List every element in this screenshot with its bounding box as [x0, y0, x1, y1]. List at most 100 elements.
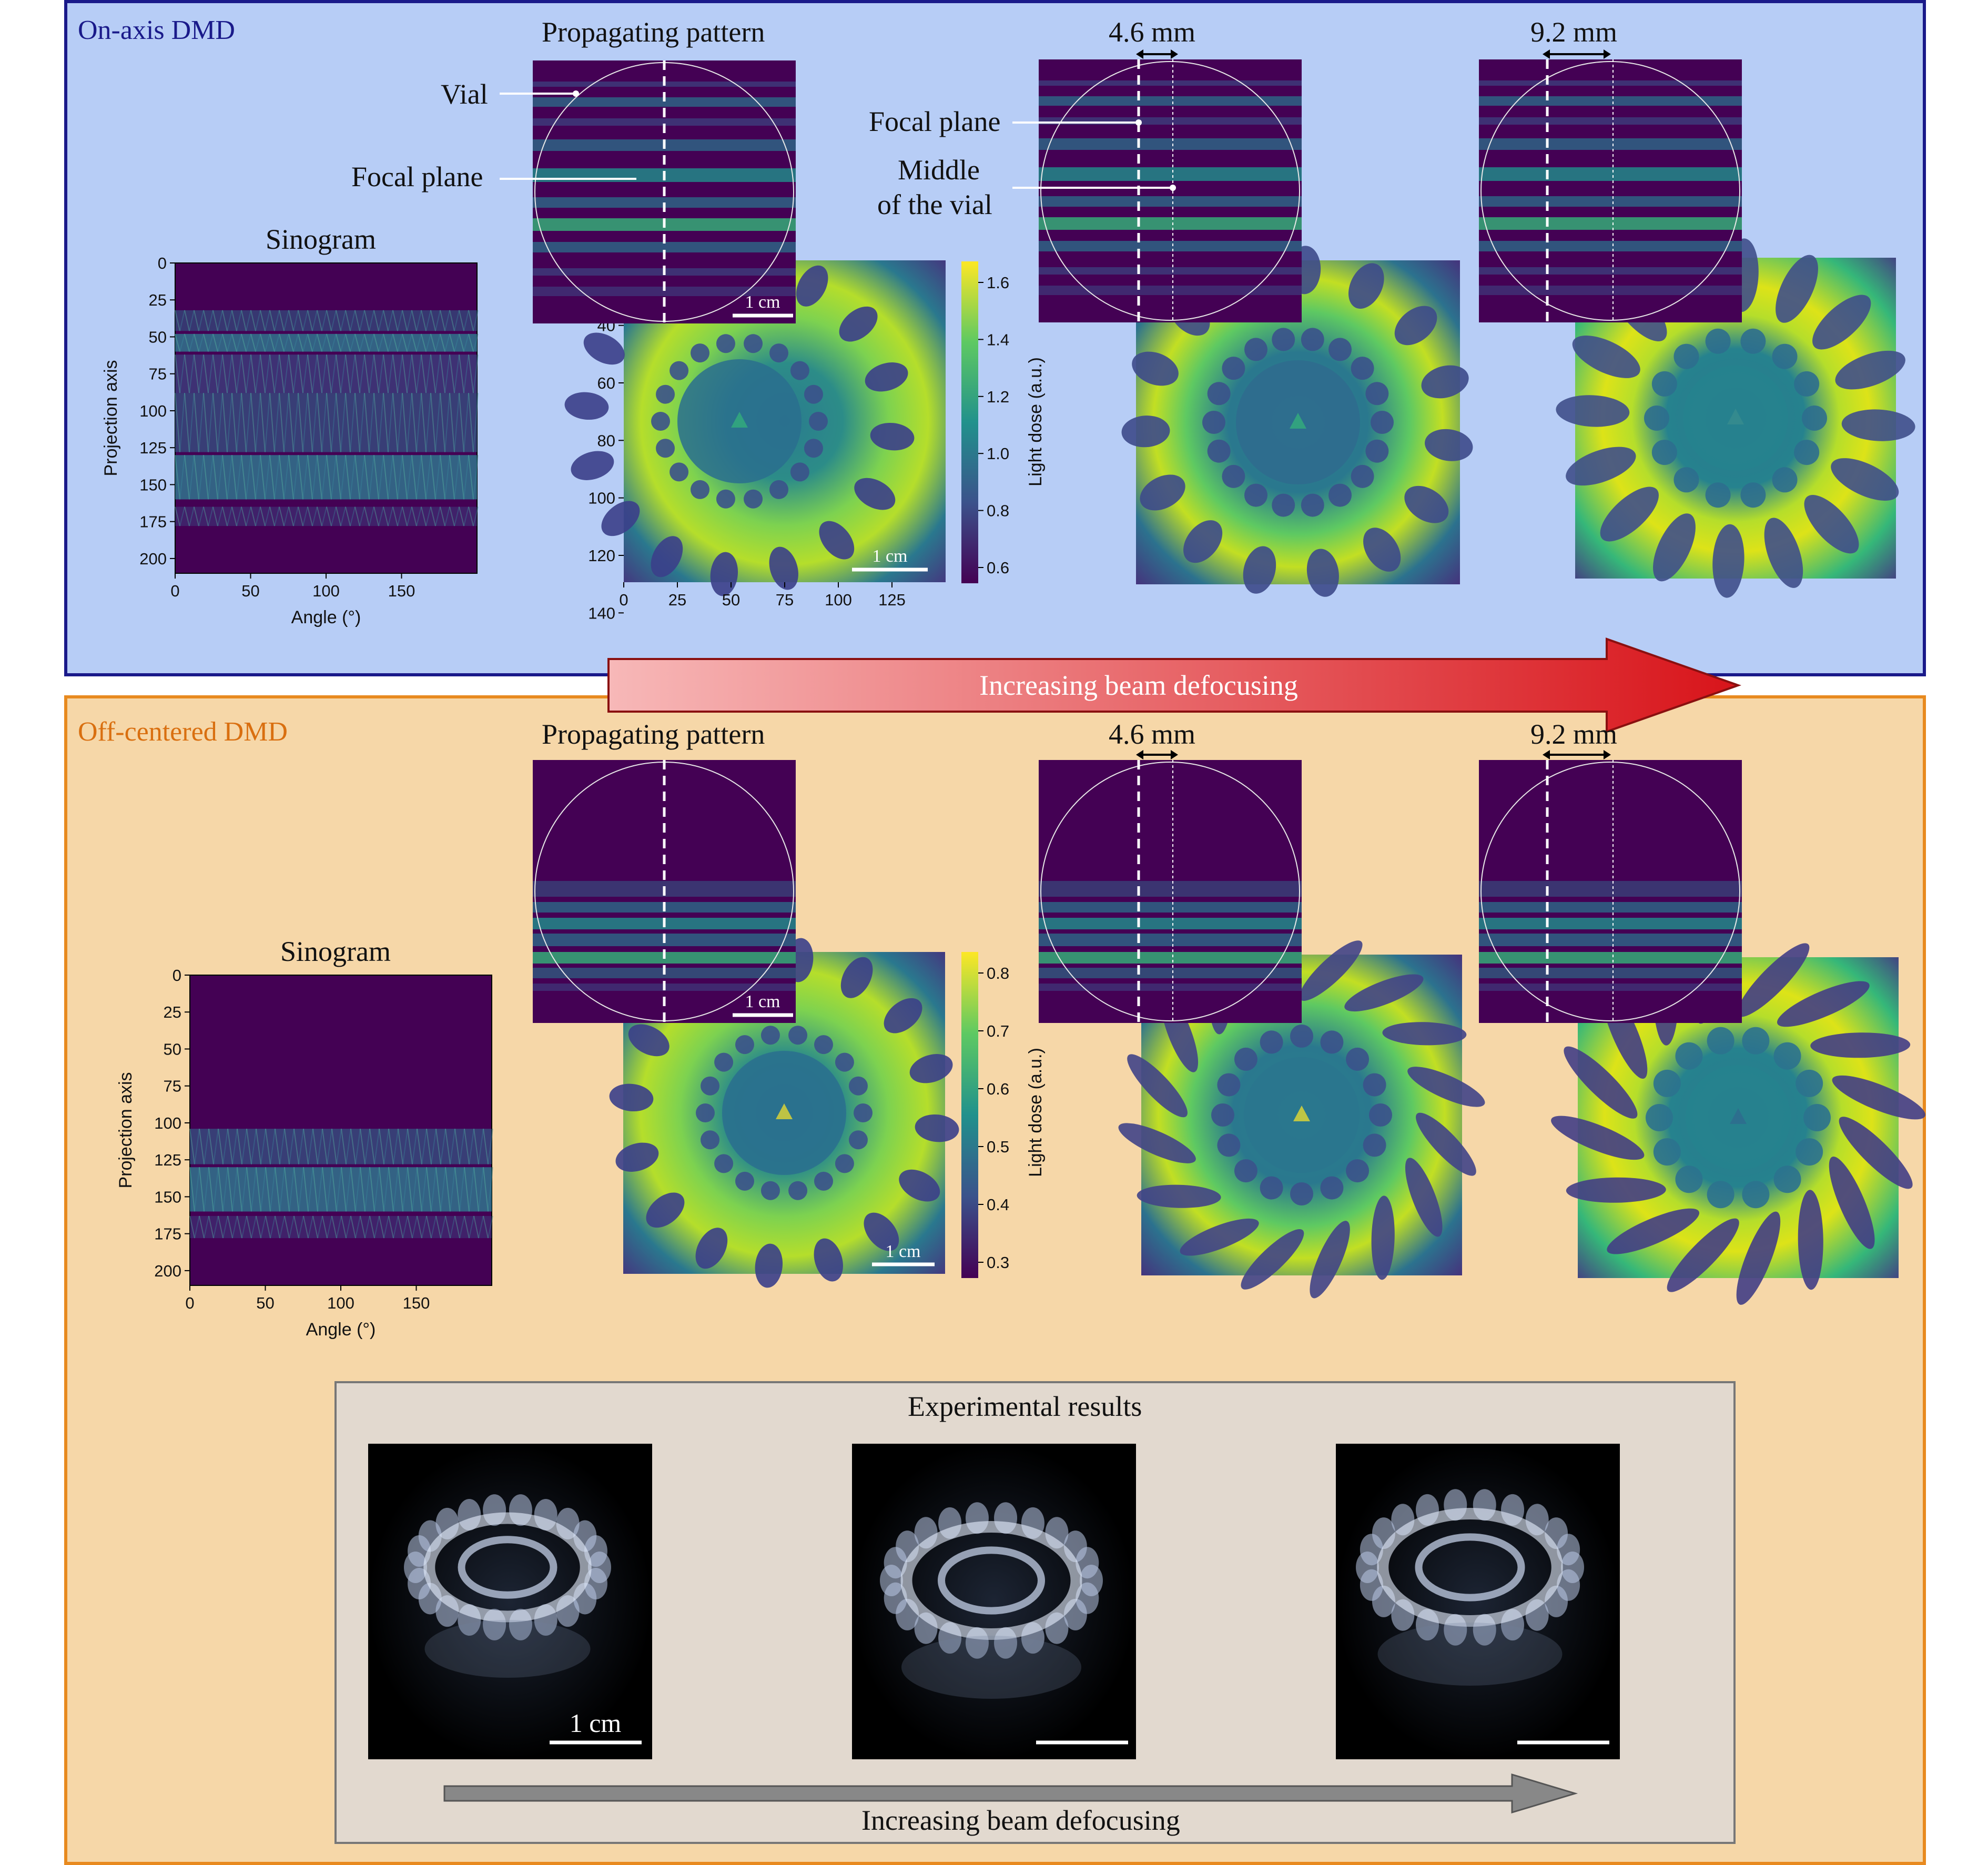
dose-y-tick: 100 — [588, 489, 615, 508]
svg-text:1 cm: 1 cm — [872, 546, 907, 566]
sinogram-y-tick: 175 — [139, 513, 167, 531]
svg-text:Increasing beam defocusing: Increasing beam defocusing — [979, 670, 1298, 701]
experimental-photo-2 — [852, 1444, 1136, 1759]
sinogram-bottom: 0 25 50 75 100 125 150 175 200 0 50 100 150 Project… — [116, 966, 493, 1340]
sinogram-y-tick: 100 — [154, 1114, 181, 1132]
sinogram-x-tick: 100 — [327, 1294, 354, 1312]
mid-leaders — [1012, 119, 1176, 191]
sinogram-y-tick: 200 — [139, 550, 167, 568]
dose-x-tick: 75 — [776, 591, 794, 609]
colorbar-tick: 1.4 — [987, 330, 1009, 349]
sinogram-y-tick: 75 — [149, 365, 167, 383]
colorbar-tick: 0.8 — [987, 502, 1009, 520]
focal-plane-label-mid: Focal plane — [869, 106, 1001, 137]
svg-text:1 cm: 1 cm — [745, 992, 780, 1011]
sinogram-ylabel: Projection axis — [101, 360, 121, 476]
svg-text:Light dose (a.u.): Light dose (a.u.) — [1026, 357, 1046, 486]
dose-y-tick: 120 — [588, 546, 615, 565]
colorbar-top: 1.6 1.4 1.2 1.0 0.8 0.6 Light dose (a.u.) — [961, 261, 1046, 583]
sinogram-y-tick: 150 — [154, 1188, 181, 1206]
distance-arrow-bottom-1 — [1136, 750, 1178, 759]
sinogram-x-tick: 0 — [185, 1294, 194, 1312]
propagating-title: Propagating pattern — [542, 16, 765, 48]
increasing-defocus-arrow: Increasing beam defocusing — [607, 637, 1742, 733]
sinogram-x-tick: 150 — [403, 1294, 430, 1312]
dose-y-tick: 80 — [597, 431, 615, 450]
sinogram-x-tick: 50 — [256, 1294, 274, 1312]
sinogram-y-tick: 200 — [154, 1262, 181, 1280]
sinogram-y-tick: 125 — [154, 1151, 181, 1169]
svg-text:1 cm: 1 cm — [745, 292, 780, 312]
sinogram-x-tick: 150 — [388, 582, 415, 600]
svg-text:1 cm: 1 cm — [885, 1242, 920, 1261]
sinogram-y-tick: 25 — [149, 291, 167, 309]
svg-text:1 cm: 1 cm — [570, 1708, 622, 1738]
sinogram-y-tick: 75 — [164, 1077, 181, 1096]
sinogram-y-tick: 50 — [149, 328, 167, 346]
colorbar-tick: 0.6 — [987, 559, 1009, 577]
distance-46-top: 4.6 mm — [1109, 16, 1196, 48]
colorbar-tick: 1.2 — [987, 388, 1009, 406]
sinogram-xlabel: Angle (°) — [291, 607, 361, 627]
svg-text:Projection axis: Projection axis — [116, 1072, 136, 1188]
propagating-pattern-top-3 — [1479, 59, 1742, 322]
colorbar-tick: 0.6 — [987, 1080, 1009, 1098]
dose-x-tick: 100 — [825, 591, 852, 609]
dose-x-tick: 0 — [619, 591, 628, 609]
vial-label: Vial — [441, 78, 488, 110]
sinogram-y-tick: 0 — [158, 254, 167, 272]
colorbar-tick: 1.0 — [987, 444, 1009, 463]
sinogram-x-tick: 0 — [170, 582, 179, 600]
off-centered-title: Off-centered DMD — [78, 717, 288, 747]
distance-arrow-top-1 — [1136, 49, 1178, 59]
dose-y-tick: 60 — [597, 374, 615, 392]
sinogram-top: 0 25 50 75 100 125 150 175 200 0 50 100 150 Project… — [101, 254, 479, 627]
colorbar-tick: 0.7 — [987, 1022, 1009, 1040]
propagating-pattern-bottom-3 — [1479, 760, 1742, 1023]
colorbar-tick: 0.3 — [987, 1253, 1009, 1272]
dose-y-tick: 140 — [588, 604, 615, 622]
colorbar-bottom: 0.8 0.7 0.6 0.5 0.4 0.3 Light dose (a.u.) — [961, 952, 1046, 1278]
colorbar-tick: 1.6 — [987, 273, 1009, 292]
propagating-pattern-top-1: 1 cm — [533, 60, 796, 323]
focal-plane-label: Focal plane — [351, 161, 483, 192]
middle-label-1: Middle — [898, 154, 980, 186]
propagating-pattern-top-2 — [1039, 59, 1302, 322]
svg-text:Angle (°): Angle (°) — [306, 1320, 376, 1340]
sinogram-y-tick: 175 — [154, 1225, 181, 1243]
distance-46-bottom: 4.6 mm — [1109, 718, 1196, 750]
on-axis-title: On-axis DMD — [78, 15, 235, 45]
sinogram-y-tick: 125 — [139, 439, 167, 457]
propagating-pattern-bottom-2 — [1039, 760, 1302, 1023]
experimental-photo-1: 1 cm — [368, 1444, 652, 1759]
propagating-pattern-bottom-1: 1 cm — [533, 760, 796, 1023]
svg-text:Light dose (a.u.): Light dose (a.u.) — [1026, 1048, 1046, 1177]
distance-arrow-bottom-2 — [1543, 750, 1611, 759]
experimental-title: Experimental results — [908, 1391, 1142, 1422]
sinogram-y-tick: 150 — [139, 475, 167, 494]
experimental-photo-3 — [1336, 1444, 1620, 1759]
sinogram-y-tick: 100 — [139, 402, 167, 420]
distance-arrow-top-2 — [1543, 49, 1611, 59]
colorbar-tick: 0.5 — [987, 1138, 1009, 1156]
sinogram-y-tick: 25 — [164, 1003, 181, 1021]
colorbar-tick: 0.8 — [987, 964, 1009, 982]
sinogram-top-bands — [175, 310, 479, 526]
distance-92-top: 9.2 mm — [1530, 16, 1618, 48]
sinogram-title-bottom: Sinogram — [280, 936, 391, 967]
sinogram-title: Sinogram — [266, 224, 376, 255]
colorbar-tick: 0.4 — [987, 1195, 1009, 1214]
distance-92-bottom: 9.2 mm — [1530, 718, 1618, 750]
dose-x-tick: 50 — [722, 591, 740, 609]
sinogram-y-tick: 50 — [164, 1040, 181, 1058]
middle-label-2: of the vial — [877, 189, 992, 220]
dose-x-tick: 25 — [668, 591, 686, 609]
experimental-arrow-label: Increasing beam defocusing — [861, 1805, 1180, 1836]
sinogram-x-tick: 50 — [241, 582, 259, 600]
propagating-title-bottom: Propagating pattern — [542, 718, 765, 750]
vial-leader — [500, 90, 636, 180]
dose-x-tick: 125 — [878, 591, 906, 609]
experimental-arrow — [443, 1773, 1578, 1814]
sinogram-y-tick: 0 — [173, 966, 181, 985]
